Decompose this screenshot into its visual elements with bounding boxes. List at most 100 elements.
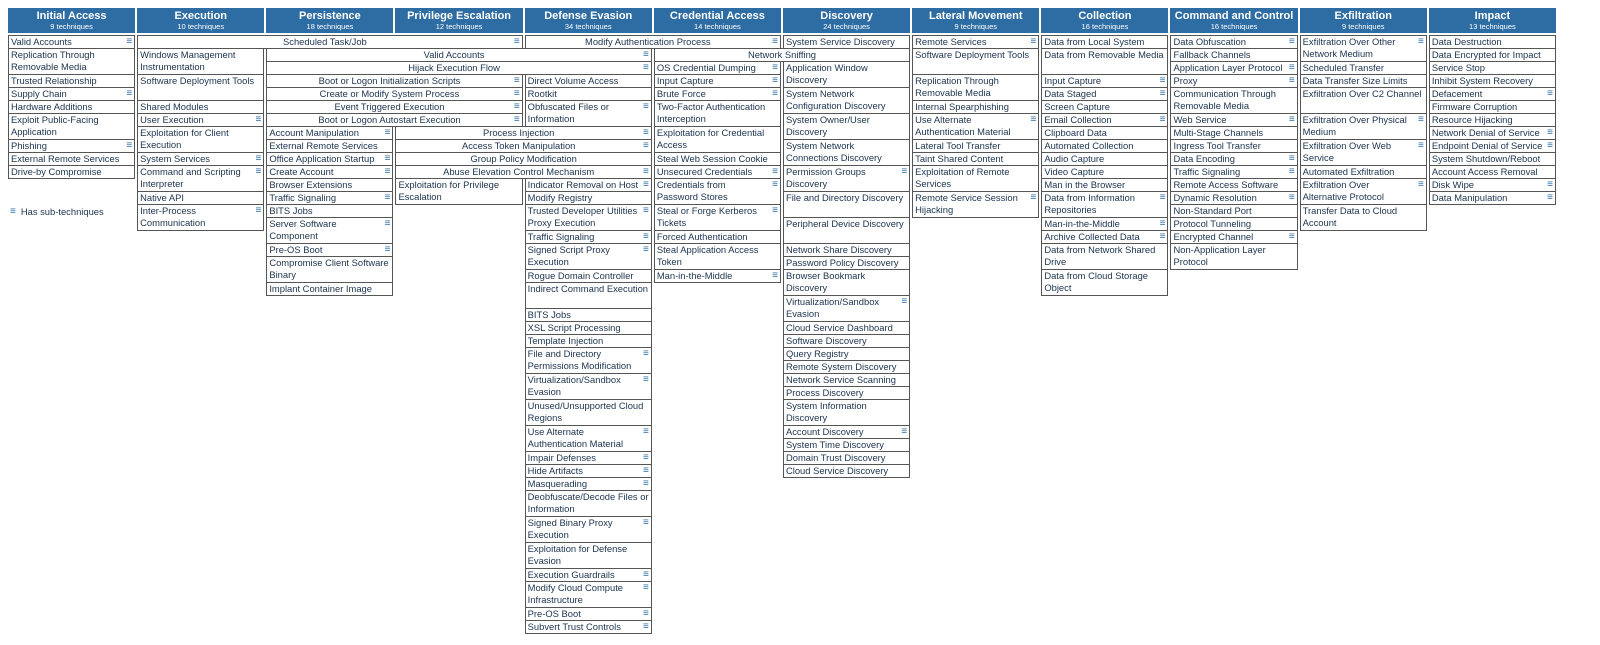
technique-cell[interactable]: Inhibit System Recovery <box>1428 74 1556 88</box>
subtechniques-icon[interactable]: ≡ <box>1159 231 1166 242</box>
subtechniques-icon[interactable]: ≡ <box>1159 75 1166 86</box>
subtechniques-icon[interactable]: ≡ <box>642 374 649 385</box>
technique-cell[interactable]: Boot or Logon Initialization Scripts ≡ <box>266 74 523 88</box>
subtechniques-icon[interactable]: ≡ <box>1030 36 1037 47</box>
technique-cell[interactable]: Replication Through Removable Media <box>912 74 1040 101</box>
subtechniques-icon[interactable]: ≡ <box>901 426 908 437</box>
subtechniques-icon[interactable]: ≡ <box>642 49 649 60</box>
subtechniques-icon[interactable]: ≡ <box>642 452 649 463</box>
technique-cell[interactable]: Data from Cloud Storage Object <box>1041 269 1169 296</box>
technique-cell[interactable]: Exploitation for Privilege Escalation <box>395 178 523 205</box>
subtechniques-icon[interactable]: ≡ <box>642 244 649 255</box>
subtechniques-icon[interactable]: ≡ <box>1547 140 1553 151</box>
technique-cell[interactable]: Password Policy Discovery <box>782 256 911 270</box>
technique-cell[interactable]: Data from Information Repositories ≡ <box>1041 191 1169 218</box>
subtechniques-icon[interactable]: ≡ <box>384 192 391 203</box>
technique-cell[interactable]: Subvert Trust Controls ≡ <box>524 620 652 634</box>
technique-cell[interactable]: System Network Configuration Discovery <box>782 87 911 114</box>
technique-cell[interactable]: Data Encrypted for Impact <box>1428 48 1556 62</box>
technique-cell[interactable]: Use Alternate Authentication Material ≡ <box>524 425 652 452</box>
technique-cell[interactable]: Exfiltration Over Other Network Medium ≡ <box>1299 35 1427 62</box>
subtechniques-icon[interactable]: ≡ <box>1030 114 1037 125</box>
technique-cell[interactable]: Command and Scripting Interpreter ≡ <box>137 165 265 192</box>
technique-cell[interactable]: Traffic Signaling ≡ <box>266 191 394 205</box>
subtechniques-icon[interactable]: ≡ <box>1159 114 1166 125</box>
technique-cell[interactable]: Indicator Removal on Host ≡ <box>524 178 652 192</box>
tactic-header-execution[interactable]: Execution 10 techniques <box>137 8 265 36</box>
technique-cell[interactable]: Windows Management Instrumentation <box>137 48 265 75</box>
subtechniques-icon[interactable]: ≡ <box>642 62 649 73</box>
technique-cell[interactable]: Archive Collected Data ≡ <box>1041 230 1169 244</box>
subtechniques-icon[interactable]: ≡ <box>1159 88 1166 99</box>
technique-cell[interactable]: Resource Hijacking <box>1428 113 1556 127</box>
technique-cell[interactable]: File and Directory Discovery <box>782 191 911 218</box>
tactic-header-discovery[interactable]: Discovery 24 techniques <box>782 8 911 36</box>
technique-cell[interactable]: Dynamic Resolution ≡ <box>1170 191 1298 205</box>
technique-cell[interactable]: Multi-Stage Channels <box>1170 126 1298 140</box>
technique-cell[interactable]: Data from Removable Media <box>1041 48 1169 75</box>
subtechniques-icon[interactable]: ≡ <box>642 608 649 619</box>
technique-cell[interactable]: Steal or Forge Kerberos Tickets ≡ <box>653 204 781 231</box>
subtechniques-icon[interactable]: ≡ <box>126 140 133 151</box>
technique-cell[interactable]: Trusted Relationship <box>8 74 136 88</box>
technique-cell[interactable]: Ingress Tool Transfer <box>1170 139 1298 153</box>
tactic-header-privilege-escalation[interactable]: Privilege Escalation 12 techniques <box>395 8 523 36</box>
technique-cell[interactable]: Exploitation for Client Execution <box>137 126 265 153</box>
technique-cell[interactable]: Valid Accounts ≡ <box>8 35 136 49</box>
tactic-header-lateral-movement[interactable]: Lateral Movement 9 techniques <box>912 8 1040 36</box>
subtechniques-icon[interactable]: ≡ <box>642 465 649 476</box>
technique-cell[interactable]: Exploitation for Credential Access <box>653 126 781 153</box>
tactic-header-impact[interactable]: Impact 13 techniques <box>1428 8 1556 36</box>
technique-cell[interactable]: Execution Guardrails ≡ <box>524 568 652 582</box>
technique-cell[interactable]: Drive-by Compromise <box>8 165 136 179</box>
technique-cell[interactable]: Proxy ≡ <box>1170 74 1298 88</box>
technique-cell[interactable]: Exploit Public-Facing Application <box>8 113 136 140</box>
technique-cell[interactable]: System Information Discovery <box>782 399 911 426</box>
technique-cell[interactable]: Phishing ≡ <box>8 139 136 153</box>
technique-cell[interactable]: Rootkit <box>524 87 652 101</box>
technique-cell[interactable]: Native API <box>137 191 265 205</box>
subtechniques-icon[interactable]: ≡ <box>1030 192 1037 203</box>
technique-cell[interactable]: Boot or Logon Autostart Execution ≡ <box>266 113 523 127</box>
tactic-header-credential-access[interactable]: Credential Access 14 techniques <box>653 8 781 36</box>
subtechniques-icon[interactable]: ≡ <box>772 179 778 190</box>
subtechniques-icon[interactable]: ≡ <box>384 166 391 177</box>
technique-cell[interactable]: Replication Through Removable Media <box>8 48 136 75</box>
technique-cell[interactable]: Lateral Tool Transfer <box>912 139 1040 153</box>
subtechniques-icon[interactable]: ≡ <box>772 205 778 216</box>
subtechniques-icon[interactable]: ≡ <box>1288 36 1295 47</box>
technique-cell[interactable]: Software Discovery <box>782 334 911 348</box>
technique-cell[interactable]: Virtualization/Sandbox Evasion ≡ <box>524 373 652 400</box>
subtechniques-icon[interactable]: ≡ <box>1288 62 1295 73</box>
technique-cell[interactable]: System Network Connections Discovery <box>782 139 911 166</box>
technique-cell[interactable]: Shared Modules <box>137 100 265 114</box>
subtechniques-icon[interactable]: ≡ <box>1288 75 1295 86</box>
technique-cell[interactable]: External Remote Services <box>266 139 394 153</box>
technique-cell[interactable]: Use Alternate Authentication Material ≡ <box>912 113 1040 140</box>
subtechniques-icon[interactable]: ≡ <box>1417 140 1424 151</box>
technique-cell[interactable]: Scheduled Transfer <box>1299 61 1427 75</box>
technique-cell[interactable]: Service Stop <box>1428 61 1556 75</box>
technique-cell[interactable]: Direct Volume Access <box>524 74 652 88</box>
subtechniques-icon[interactable]: ≡ <box>513 36 520 47</box>
technique-cell[interactable]: System Service Discovery <box>782 35 911 49</box>
technique-cell[interactable]: Signed Script Proxy Execution ≡ <box>524 243 652 270</box>
technique-cell[interactable]: Steal Application Access Token <box>653 243 781 270</box>
subtechniques-icon[interactable]: ≡ <box>642 231 649 242</box>
subtechniques-icon[interactable]: ≡ <box>513 75 520 86</box>
technique-cell[interactable]: Encrypted Channel ≡ <box>1170 230 1298 244</box>
technique-cell[interactable]: Query Registry <box>782 347 911 361</box>
technique-cell[interactable]: Exfiltration Over C2 Channel <box>1299 87 1427 114</box>
technique-cell[interactable]: XSL Script Processing <box>524 321 652 335</box>
tactic-header-defense-evasion[interactable]: Defense Evasion 34 techniques <box>524 8 652 36</box>
technique-cell[interactable]: Data Transfer Size Limits <box>1299 74 1427 88</box>
subtechniques-icon[interactable]: ≡ <box>901 296 908 307</box>
subtechniques-icon[interactable]: ≡ <box>642 166 649 177</box>
technique-cell[interactable]: Remote System Discovery <box>782 360 911 374</box>
technique-cell[interactable]: Web Service ≡ <box>1170 113 1298 127</box>
technique-cell[interactable]: Remote Access Software <box>1170 178 1298 192</box>
subtechniques-icon[interactable]: ≡ <box>642 426 649 437</box>
technique-cell[interactable]: Group Policy Modification <box>395 152 652 166</box>
technique-cell[interactable]: Virtualization/Sandbox Evasion ≡ <box>782 295 911 322</box>
technique-cell[interactable]: Supply Chain Compromise ≡ <box>8 87 136 101</box>
